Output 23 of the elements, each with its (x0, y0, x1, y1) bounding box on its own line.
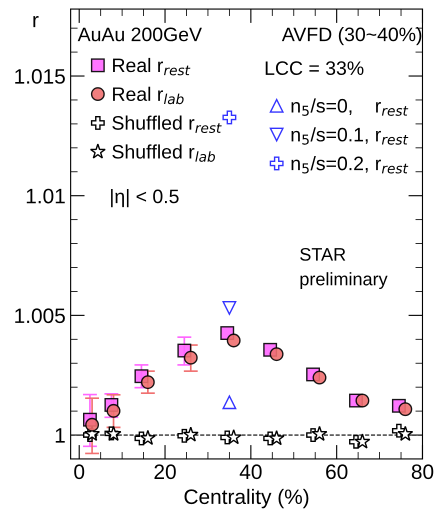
x-tick-label: 20 (154, 464, 176, 480)
legend-label: Shuffled r$_{lab}$ (112, 144, 215, 162)
x-tick-label: 0 (74, 464, 84, 480)
y-axis-title: r (33, 16, 39, 28)
legend-label: Real r$_{rest}$ (113, 58, 190, 76)
y-tick-label: 1.005 (15, 308, 65, 324)
legend-label: n$_{5}$/s=0, r$_{rest}$ (292, 98, 408, 116)
legend-label: n$_{5}$/s=0.2, r$_{rest}$ (292, 156, 408, 174)
y-tick-label: 1 (56, 428, 65, 443)
y-tick-label: 1.015 (15, 69, 65, 84)
y-tick-label: 1.01 (26, 188, 65, 204)
x-tick-label: 80 (412, 464, 434, 480)
annotation: |η| < 0.5 (111, 189, 179, 208)
annotation: LCC = 33% (266, 61, 364, 76)
x-tick-label: 60 (326, 464, 348, 480)
legend-label: Real r$_{lab}$ (113, 86, 184, 104)
annotation: STAR preliminary (300, 248, 388, 290)
annotation: AuAu 200GeV (78, 28, 202, 42)
legend-label: n$_{5}$/s=0.1, r$_{rest}$ (292, 127, 408, 145)
x-tick-label: 40 (240, 464, 262, 480)
x-axis-title: Centrality (%) (184, 488, 308, 508)
annotation: AVFD (30~40%) (282, 27, 422, 46)
legend-label: Shuffled r$_{rest}$ (112, 116, 222, 134)
